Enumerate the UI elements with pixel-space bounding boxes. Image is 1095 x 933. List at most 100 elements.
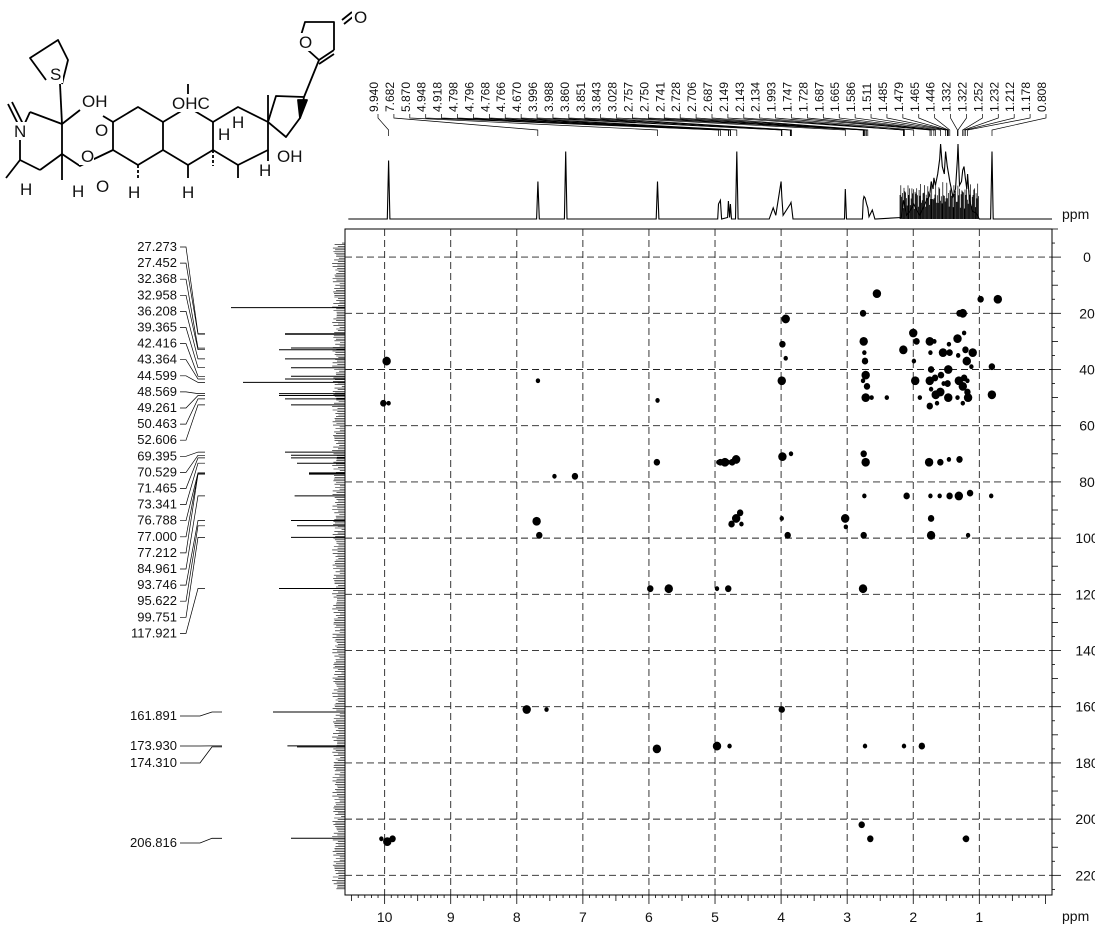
c13-peak-label: 27.452	[137, 255, 177, 270]
h1-leader-line	[854, 114, 941, 136]
h1-leader-line	[902, 114, 949, 136]
cross-peak	[936, 387, 945, 397]
cross-peak	[858, 821, 865, 829]
structure-atom-label: H	[20, 180, 32, 199]
c13-leader-line	[180, 462, 205, 505]
h1-peak-label: 1.178	[1019, 82, 1033, 112]
h1-peak-label-group: 9.940 7.682 5.870 4.948 4.918 4.798 4.796 4.768…	[367, 82, 1049, 112]
cross-peak	[911, 376, 920, 386]
cross-peak	[779, 340, 786, 348]
cross-peak	[777, 376, 786, 386]
structure-atom-label: S	[50, 65, 61, 84]
y-axis-tick-label: 140	[1075, 643, 1095, 659]
c13-leader-line	[180, 837, 222, 844]
x-axis-tick-label: 3	[843, 909, 851, 925]
h1-peak-label: 4.798	[447, 82, 461, 112]
h1-leader-line	[807, 114, 932, 136]
h1-leader-line	[964, 114, 1015, 136]
h1-leader-line	[822, 114, 935, 136]
h1-peak-label: 3.028	[606, 82, 620, 112]
cross-peak	[963, 393, 973, 403]
h1-leader-line	[663, 114, 865, 136]
cross-peak	[988, 363, 996, 371]
h1-peak-label: 1.687	[812, 82, 826, 112]
h1-peak-label: 1.252	[971, 82, 985, 112]
cross-peak	[858, 584, 868, 594]
cross-peak	[380, 399, 387, 407]
structure-atom-backdrop	[80, 92, 106, 110]
c13-leader-line	[180, 537, 205, 618]
h1-leader-line	[520, 114, 738, 136]
cross-peak	[712, 741, 722, 751]
h1-leader-line	[991, 114, 1047, 136]
cross-peak	[946, 349, 953, 357]
c13-peak-label: 95.622	[137, 593, 177, 608]
cross-peak	[736, 509, 744, 517]
h1-peak-label: 4.670	[510, 82, 524, 112]
c13-peak-label: 93.746	[137, 577, 177, 592]
h1-peak-label: 3.860	[558, 82, 572, 112]
c13-leader-lines	[180, 246, 222, 844]
h1-leader-line	[918, 114, 949, 136]
c13-peak-label: 32.368	[137, 271, 177, 286]
c13-peak-label: 73.341	[137, 497, 177, 512]
h1-peak-label: 2.134	[749, 82, 763, 112]
c13-peak-label: 44.599	[137, 368, 177, 383]
h1-peak-label: 1.993	[765, 82, 779, 112]
cross-peak	[382, 356, 391, 366]
c13-leader-line	[180, 473, 205, 554]
h1-leader-line	[679, 114, 866, 136]
cross-peak	[843, 524, 849, 530]
h1-leader-line	[711, 114, 869, 136]
y-axis-tick-label: 80	[1079, 474, 1095, 490]
cross-peak	[993, 294, 1003, 304]
cross-peak	[862, 743, 868, 749]
cross-peak	[862, 350, 867, 356]
h1-peak-label: 0.808	[1035, 82, 1049, 112]
x-axis: 10 9 8 7 6 5 4 3 2 1	[345, 894, 1052, 925]
c13-leader-line	[180, 395, 205, 409]
h1-leader-line	[409, 114, 658, 136]
h1-multiplet-region	[899, 181, 979, 219]
structure-atom-backdrop	[180, 183, 195, 201]
cross-peak	[664, 584, 673, 594]
h1-peak-label: 2.750	[637, 82, 651, 112]
h1-peak-label: 1.586	[844, 82, 858, 112]
h1-leader-line	[616, 114, 846, 136]
structure-atom-backdrop	[257, 161, 272, 179]
structure-atom-label: H	[232, 113, 244, 132]
cross-peak	[869, 395, 874, 401]
c13-peak-label: 71.465	[137, 481, 177, 496]
h1-leader-line	[759, 114, 905, 136]
h1-leader-line	[967, 114, 1031, 136]
cross-peak	[977, 295, 984, 303]
cross-peak	[958, 308, 967, 318]
cross-peak	[727, 743, 732, 749]
cross-peak	[720, 457, 730, 467]
cross-peak	[960, 400, 965, 406]
c13-leader-line	[180, 473, 205, 538]
structure-atom-label: O	[354, 8, 367, 27]
h1-leader-line	[963, 114, 999, 136]
h1-peak-label: 5.870	[399, 82, 413, 112]
cross-peak	[934, 400, 940, 406]
y-axis-tick-label: 100	[1075, 530, 1095, 546]
c13-baseline-noise	[332, 242, 345, 890]
x-axis-tick-label: 10	[377, 909, 393, 925]
cross-peak	[788, 451, 794, 457]
dashed-grid	[345, 229, 1052, 895]
cross-peak	[535, 378, 541, 384]
structure-atom-label: O	[96, 177, 109, 196]
cross-peak	[958, 381, 967, 391]
h1-leader-line	[568, 114, 791, 136]
c13-leader-line	[180, 746, 222, 764]
structure-atom-label: OH	[277, 147, 303, 166]
c13-peak-label: 99.751	[137, 609, 177, 624]
h1-leader-line	[950, 114, 958, 136]
x-axis-tick-label: 1	[975, 909, 983, 925]
c13-leader-line	[180, 294, 205, 351]
h1-leader-line	[648, 114, 865, 136]
structure-atom-label: H	[128, 183, 140, 202]
